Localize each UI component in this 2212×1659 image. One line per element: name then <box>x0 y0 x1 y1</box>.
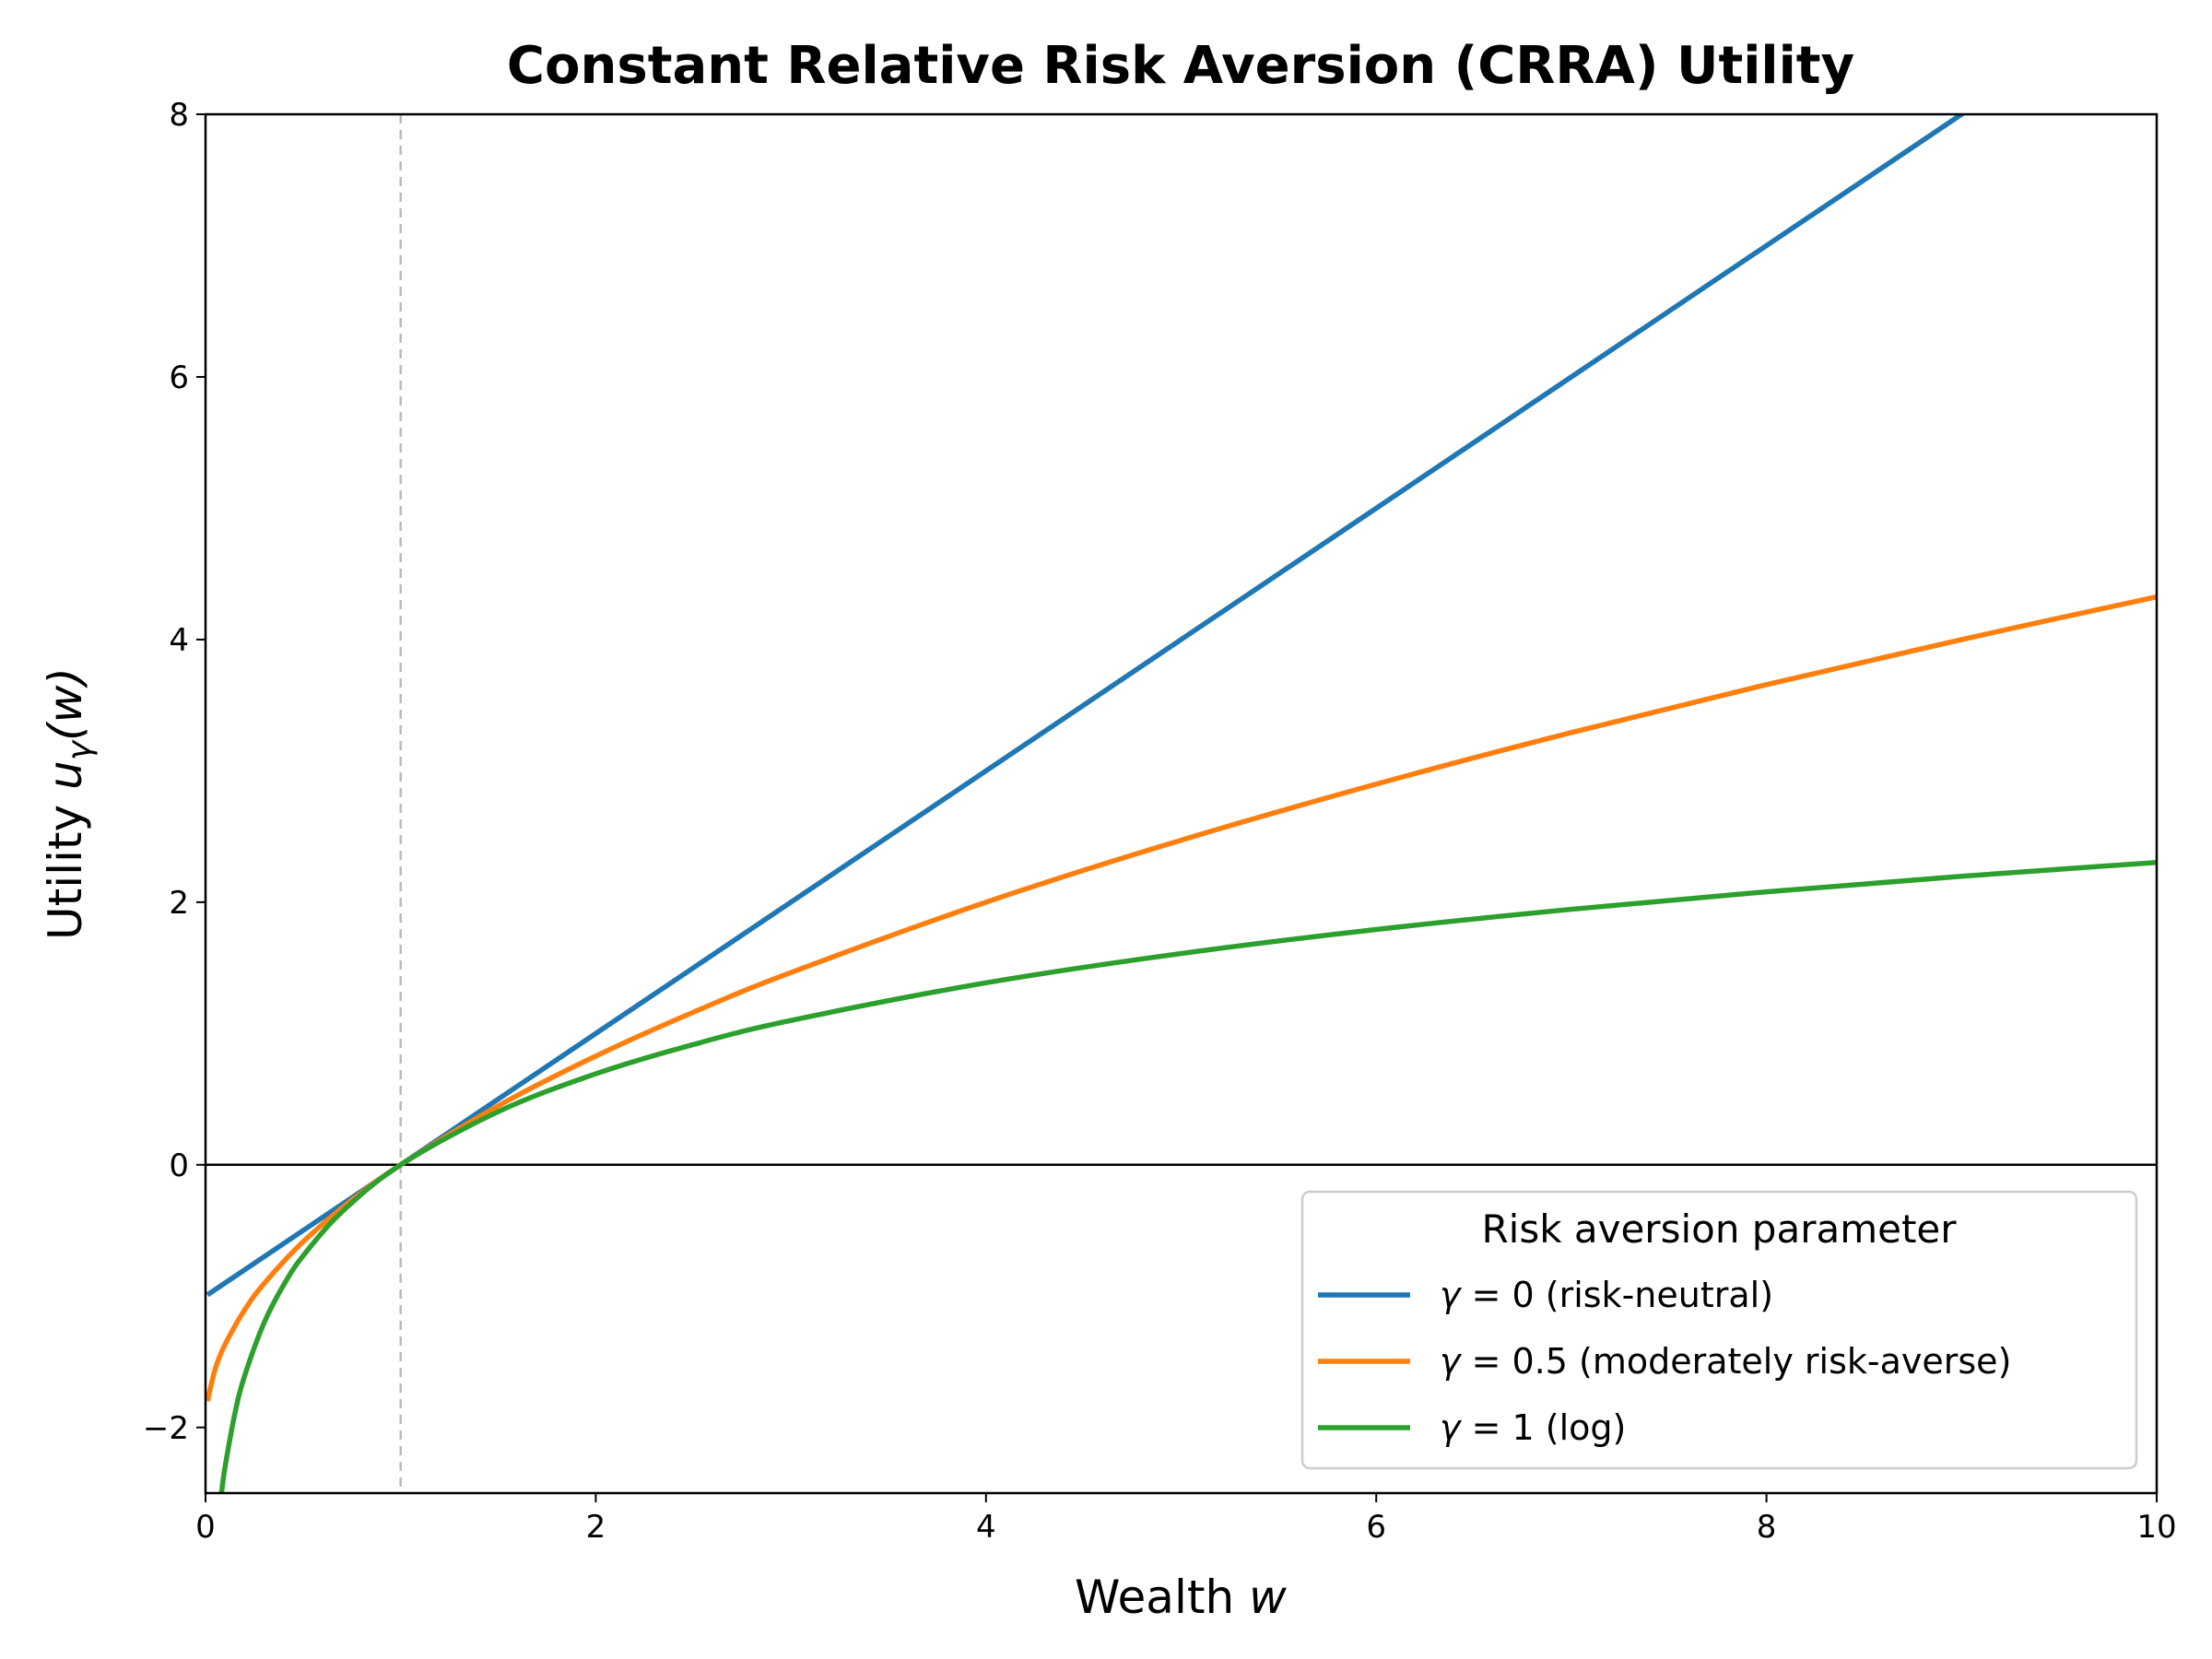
legend-title: Risk aversion parameter <box>1481 1206 1957 1252</box>
legend-label-1: γ = 0.5 (moderately risk-averse) <box>1440 1341 2011 1382</box>
legend-label-2: γ = 1 (log) <box>1440 1407 1626 1448</box>
y-tick-label-1: 0 <box>169 1147 189 1184</box>
legend: Risk aversion parameter γ = 0 (risk-neut… <box>1300 1190 2138 1470</box>
series-line-2 <box>218 859 2157 1493</box>
x-tick-label-2: 2 <box>586 1509 606 1546</box>
y-tick-label-4: 6 <box>169 359 189 396</box>
x-axis-label: Wealth w <box>1075 1571 1287 1624</box>
legend-box <box>1300 1190 2138 1470</box>
series-line-1 <box>206 594 2157 1402</box>
y-axis-label: Utility uγ(w) <box>39 667 99 940</box>
x-tick-label-10: 10 <box>2136 1509 2176 1546</box>
x-tick-label-0: 0 <box>195 1509 216 1546</box>
x-tick-label-4: 4 <box>976 1509 996 1546</box>
x-tick-label-8: 8 <box>1757 1509 1777 1546</box>
y-tick-label-0: −2 <box>143 1410 189 1447</box>
chart-title: Constant Relative Risk Aversion (CRRA) U… <box>507 36 1854 96</box>
x-axis-variable: w <box>1249 1571 1287 1624</box>
plot-frame <box>204 112 2159 1495</box>
y-tick-label-3: 4 <box>169 622 189 659</box>
x-tick-label-6: 6 <box>1366 1509 1386 1546</box>
legend-label-0: γ = 0 (risk-neutral) <box>1440 1275 1773 1315</box>
y-tick-label-2: 2 <box>169 885 189 922</box>
y-axis-subscript: γ <box>61 739 99 760</box>
y-tick-label-5: 8 <box>169 97 189 134</box>
y-axis-variable: u <box>39 760 92 790</box>
series-line-0 <box>206 114 1967 1298</box>
y-axis-argument: (w) <box>39 667 92 741</box>
